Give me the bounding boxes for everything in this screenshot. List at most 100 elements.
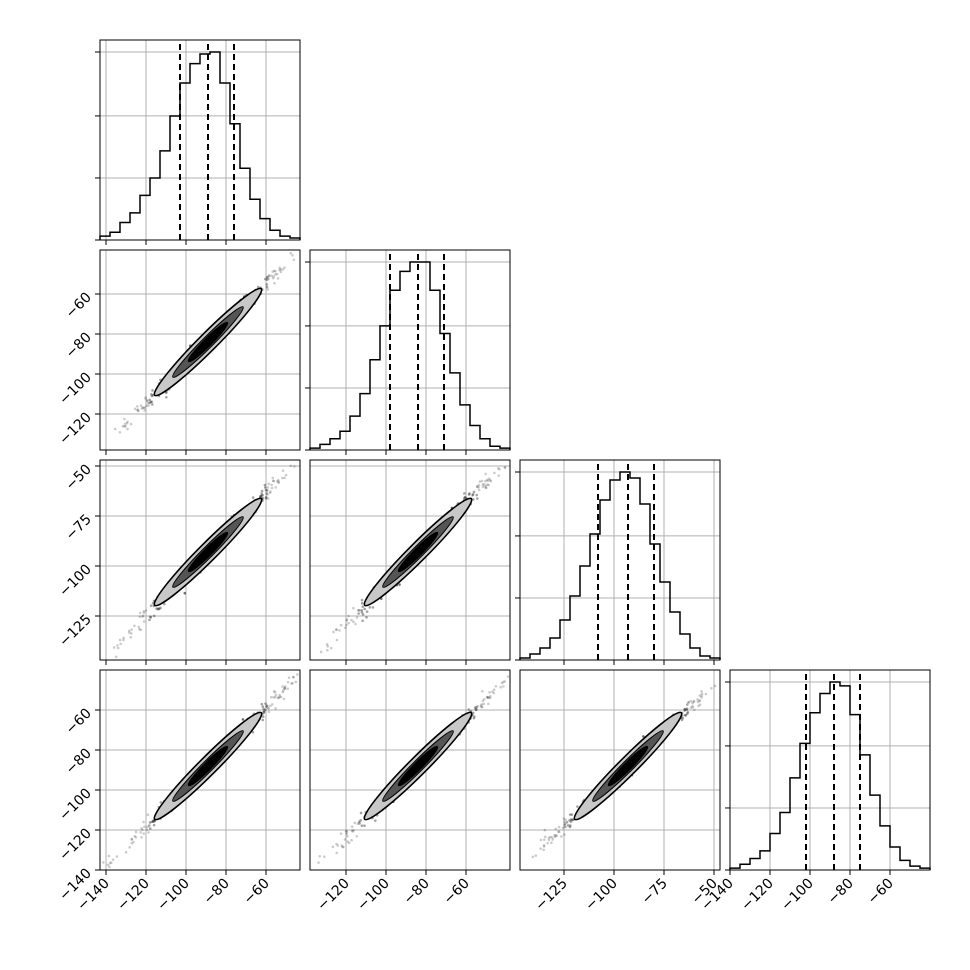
sample-point: [130, 837, 134, 841]
sample-point: [109, 861, 113, 864]
sample-point: [488, 695, 492, 698]
sample-point: [345, 623, 348, 627]
sample-point: [141, 406, 144, 409]
x-tick-label: −125: [532, 876, 571, 915]
sample-point: [487, 702, 490, 706]
sample-point: [471, 493, 475, 496]
sample-point: [339, 623, 343, 627]
sample-point: [319, 650, 323, 654]
sample-point: [291, 254, 294, 257]
sample-point: [347, 614, 350, 618]
sample-point: [502, 685, 505, 688]
hist-step-line: [99, 51, 301, 240]
sample-point: [138, 615, 142, 619]
sample-point: [265, 492, 269, 495]
sample-point: [350, 618, 353, 622]
sample-point: [141, 614, 145, 618]
sample-point: [152, 823, 156, 827]
sample-point: [274, 695, 277, 699]
sample-point: [471, 493, 474, 497]
sample-point: [332, 630, 335, 634]
sample-point: [151, 819, 155, 823]
sample-point: [335, 628, 338, 631]
sample-point: [265, 489, 269, 492]
sample-point: [352, 828, 355, 832]
sample-point: [680, 718, 684, 722]
panel-2-2: [515, 459, 721, 665]
sample-point: [274, 693, 278, 697]
sample-point: [698, 694, 702, 697]
sample-point: [274, 272, 277, 276]
sample-point: [317, 861, 320, 864]
sample-point: [563, 823, 567, 826]
sample-point: [471, 498, 475, 501]
sample-point: [262, 709, 266, 713]
sample-point: [484, 479, 487, 483]
panel-1-1: [305, 249, 511, 455]
hist-step-line: [519, 471, 721, 660]
sample-point: [353, 821, 357, 825]
sample-point: [355, 834, 359, 838]
sample-point: [345, 832, 348, 836]
sample-point: [542, 838, 546, 841]
sample-point: [350, 838, 353, 842]
sample-point: [542, 845, 546, 848]
y-tick-label: −120: [56, 410, 95, 449]
sample-point: [271, 276, 275, 280]
sample-point: [278, 268, 281, 272]
sample-point: [140, 827, 143, 830]
panel-2-1: [309, 459, 511, 665]
sample-point: [483, 483, 486, 486]
x-tick-label: −100: [354, 876, 393, 915]
sample-point: [542, 844, 546, 847]
panel-3-0: −140 −120 −100 −80 −60−140−120−100−80−60: [56, 669, 301, 914]
sample-point: [360, 824, 364, 827]
sample-point: [281, 268, 285, 271]
panel-frame: [309, 249, 511, 451]
sample-point: [139, 831, 142, 834]
sample-point: [148, 821, 152, 824]
sample-point: [296, 673, 299, 676]
sample-point: [335, 628, 338, 632]
sample-point: [568, 825, 572, 829]
x-tick-label: −60: [441, 876, 473, 908]
sample-point: [499, 685, 503, 689]
sample-point: [292, 258, 296, 262]
hist-step-line: [309, 261, 511, 450]
sample-point: [335, 638, 339, 642]
sample-point: [472, 716, 476, 720]
sample-point: [294, 680, 298, 684]
sample-point: [697, 704, 700, 708]
sample-point: [476, 704, 480, 708]
sample-point: [143, 406, 147, 409]
sample-point: [492, 688, 496, 692]
sample-point: [142, 406, 146, 410]
sample-point: [571, 818, 574, 822]
sample-point: [137, 409, 140, 413]
sample-point: [492, 691, 496, 695]
sample-point: [113, 427, 117, 431]
sample-point: [345, 619, 349, 622]
sample-point: [365, 610, 369, 613]
sample-point: [267, 274, 271, 277]
sample-point: [123, 425, 126, 428]
sample-point: [335, 842, 338, 846]
sample-point: [266, 706, 269, 710]
sample-point: [118, 638, 122, 642]
sample-point: [284, 473, 288, 477]
sample-point: [146, 399, 149, 403]
sample-point: [698, 699, 702, 702]
sample-point: [480, 705, 484, 709]
sample-point: [134, 830, 138, 834]
sample-point: [130, 628, 133, 631]
sample-point: [360, 598, 364, 602]
y-tick-label: −50: [63, 462, 95, 494]
sample-point: [267, 706, 270, 710]
sample-point: [133, 834, 137, 838]
sample-point: [261, 493, 264, 497]
sample-point: [129, 422, 133, 426]
sample-point: [361, 619, 364, 623]
sample-point: [497, 474, 500, 477]
sample-point: [279, 695, 283, 699]
